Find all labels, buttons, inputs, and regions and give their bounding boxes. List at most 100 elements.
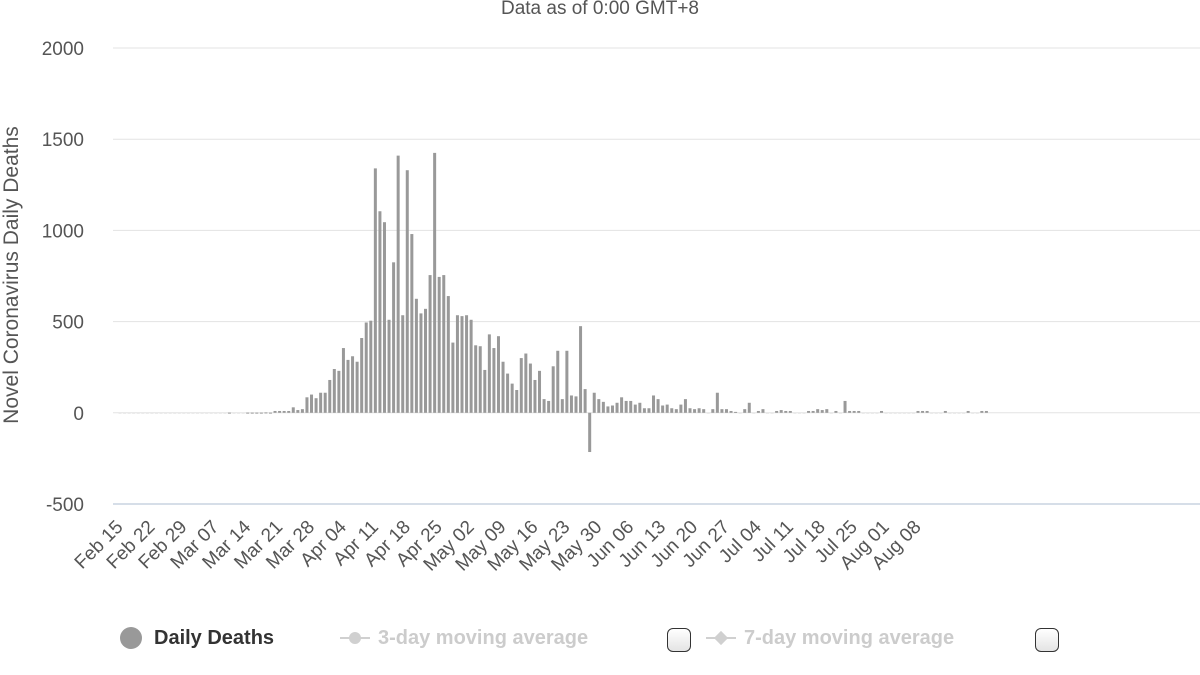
bar[interactable] [268,412,272,414]
bar[interactable] [305,397,309,413]
bar[interactable] [793,412,797,414]
bar[interactable] [132,412,136,414]
bar[interactable] [816,409,820,413]
bar[interactable] [492,348,496,413]
bar[interactable] [688,408,692,413]
bar[interactable] [962,412,966,414]
bar[interactable] [715,392,719,413]
bar[interactable] [323,392,327,413]
bar[interactable] [310,394,314,413]
bar[interactable] [934,412,938,414]
bar[interactable] [975,412,979,414]
bar[interactable] [533,379,537,413]
bar[interactable] [223,412,227,414]
bar[interactable] [246,412,250,414]
bar[interactable] [633,404,637,413]
bar[interactable] [182,412,186,414]
bar[interactable] [369,320,373,413]
bar[interactable] [857,410,861,413]
bar[interactable] [382,222,386,413]
toggle-7-day-checkbox[interactable] [1035,628,1059,652]
bar[interactable] [227,412,231,414]
bar[interactable] [797,412,801,414]
bar[interactable] [738,412,742,414]
bar[interactable] [123,412,127,414]
bar[interactable] [569,395,573,413]
bar[interactable] [661,405,665,413]
bar[interactable] [232,412,236,414]
bar[interactable] [496,336,500,413]
bar[interactable] [674,409,678,413]
bar[interactable] [154,412,158,414]
bar[interactable] [437,276,441,413]
bar[interactable] [556,350,560,413]
bar[interactable] [697,408,701,413]
bar[interactable] [405,170,409,413]
bar[interactable] [465,315,469,413]
bar[interactable] [984,410,988,413]
bar[interactable] [588,412,592,453]
bar[interactable] [205,412,209,414]
bar[interactable] [360,338,364,413]
bar[interactable] [378,211,382,413]
bar[interactable] [487,334,491,413]
bar[interactable] [930,412,934,414]
bar[interactable] [387,319,391,413]
bar[interactable] [145,412,149,414]
bar[interactable] [141,412,145,414]
bar[interactable] [761,409,765,413]
bar[interactable] [702,409,706,413]
bar[interactable] [419,313,423,413]
bar[interactable] [396,155,400,413]
bar[interactable] [784,410,788,413]
bar[interactable] [711,409,715,413]
bar[interactable] [528,363,532,413]
bar[interactable] [638,402,642,413]
bar[interactable] [341,348,345,413]
bar[interactable] [278,410,282,413]
bar[interactable] [775,410,779,413]
bar[interactable] [925,410,929,413]
bar[interactable] [296,410,300,413]
bar[interactable] [515,390,519,413]
bar[interactable] [943,410,947,413]
bar[interactable] [706,412,710,414]
bar[interactable] [693,409,697,413]
bar[interactable] [442,275,446,413]
bar[interactable] [861,412,865,414]
bar[interactable] [469,319,473,413]
bar[interactable] [802,412,806,414]
bar[interactable] [524,353,528,413]
bar[interactable] [186,412,190,414]
bar[interactable] [829,412,833,414]
bar[interactable] [560,399,564,413]
bar[interactable] [647,408,651,413]
bar[interactable] [127,412,131,414]
bar[interactable] [177,412,181,414]
bar[interactable] [948,412,952,414]
bar[interactable] [870,412,874,414]
bar[interactable] [214,412,218,414]
bar[interactable] [902,412,906,414]
bar[interactable] [392,262,396,413]
bar[interactable] [287,410,291,413]
bar[interactable] [724,409,728,413]
bar[interactable] [332,369,336,413]
bar[interactable] [574,396,578,413]
bar[interactable] [952,412,956,414]
bar[interactable] [756,410,760,413]
bar[interactable] [911,412,915,414]
bar[interactable] [538,370,542,413]
bar[interactable] [282,410,286,413]
bar[interactable] [921,410,925,413]
bar[interactable] [237,412,241,414]
bar[interactable] [656,399,660,413]
bar[interactable] [433,152,437,413]
bar[interactable] [893,412,897,414]
bar[interactable] [510,383,514,413]
bar[interactable] [679,404,683,413]
bar[interactable] [196,412,200,414]
bar[interactable] [752,412,756,414]
bar[interactable] [971,412,975,414]
bar[interactable] [460,316,464,413]
